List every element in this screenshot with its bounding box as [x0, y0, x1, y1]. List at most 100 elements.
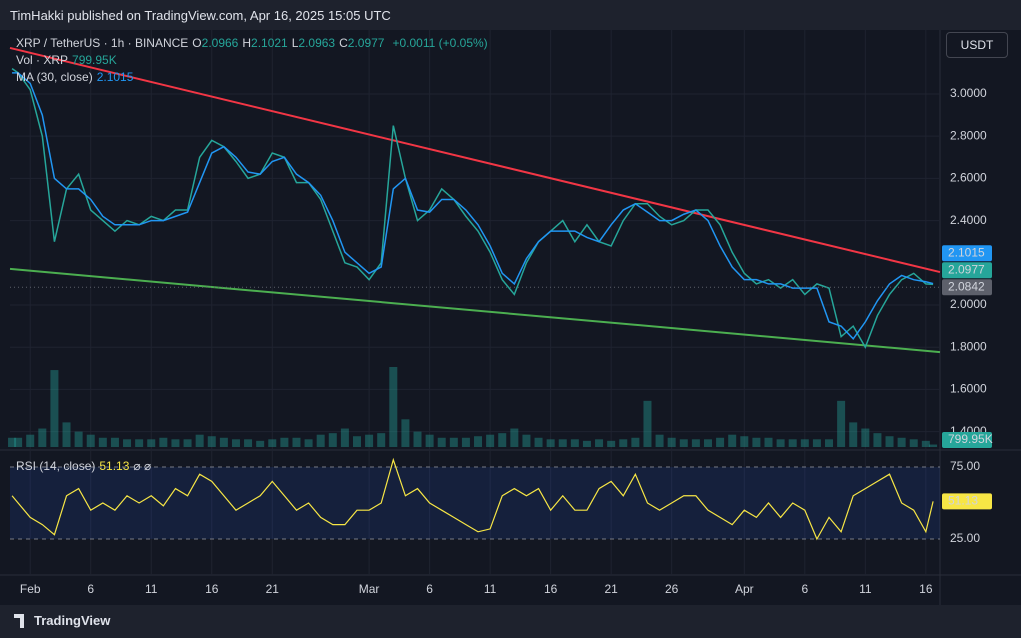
vol-value: 799.95K	[72, 53, 117, 67]
volume-bar	[861, 428, 870, 447]
x-tick-label: 6	[87, 582, 94, 596]
volume-bar	[595, 439, 604, 447]
y-tick-label: 1.8000	[950, 339, 987, 353]
volume-bar	[425, 434, 434, 447]
volume-bar	[716, 437, 725, 447]
volume-bar	[268, 439, 277, 447]
volume-bar	[510, 428, 519, 447]
volume-bar	[800, 439, 809, 447]
x-tick-label: 21	[604, 582, 618, 596]
y-tick-label: 2.4000	[950, 213, 987, 227]
axis-label-box	[942, 245, 992, 262]
x-tick-label: 26	[665, 582, 679, 596]
volume-bar	[703, 439, 712, 447]
volume-bar	[389, 367, 398, 447]
ohlc-item: H2.1021	[242, 36, 287, 50]
axis-label-box	[942, 493, 992, 510]
volume-bar	[643, 400, 652, 447]
ohlc-label: O	[192, 36, 202, 50]
ohlc: O2.0966 H2.1021 L2.0963 C2.0977	[192, 36, 388, 50]
volume-bar	[26, 434, 35, 447]
volume-bar	[679, 439, 688, 447]
volume-bar	[873, 433, 882, 447]
trendline	[9, 267, 941, 354]
volume-bar	[909, 439, 918, 447]
volume-bar	[328, 433, 337, 447]
ohlc-label: C	[339, 36, 348, 50]
x-tick-label: 16	[205, 582, 219, 596]
volume-bar	[691, 439, 700, 447]
ma-value: 2.1015	[96, 70, 134, 84]
volume-bar	[195, 434, 204, 447]
rsi-band	[10, 466, 940, 539]
volume-bar	[570, 439, 579, 447]
x-tick-label: 11	[145, 582, 158, 596]
x-tick-label: Mar	[359, 582, 380, 596]
volume-bar	[740, 436, 749, 447]
volume-bar	[437, 437, 446, 447]
volume-bar	[546, 439, 555, 447]
volume-bar	[812, 439, 821, 447]
volume-bar	[352, 436, 361, 447]
volume-bar	[558, 439, 567, 447]
volume-bar	[171, 439, 180, 447]
volume-bar	[655, 434, 664, 447]
ma-name: MA (30, close)	[16, 70, 93, 84]
volume-bar	[377, 433, 386, 447]
ohlc-value: 2.0966	[201, 36, 239, 50]
x-tick-label: Feb	[20, 582, 41, 596]
volume-bar	[401, 419, 410, 447]
volume-bar	[14, 437, 23, 447]
volume-bar	[256, 440, 265, 447]
volume-bar	[825, 439, 834, 447]
y-tick-label: 3.0000	[950, 86, 987, 100]
volume-bar	[619, 439, 628, 447]
x-tick-label: 16	[544, 582, 558, 596]
volume-bar	[728, 434, 737, 447]
axis-label: 799.95K	[948, 432, 993, 446]
legend-rsi: RSI (14, close) 51.13 ⌀ ⌀	[16, 459, 155, 473]
volume-bar	[123, 439, 132, 447]
volume-bar	[837, 400, 846, 447]
volume-bar	[231, 439, 240, 447]
rsi-value: 51.13	[99, 459, 130, 473]
volume-bar	[110, 437, 119, 447]
volume-bar	[50, 370, 59, 447]
volume-bar	[631, 437, 640, 447]
volume-bar	[365, 434, 374, 447]
volume-bar	[244, 439, 253, 447]
volume-bar	[74, 431, 83, 447]
volume-bar	[788, 439, 797, 447]
currency-button[interactable]: USDT	[946, 32, 1008, 58]
axis-label: 2.0842	[948, 279, 985, 293]
volume-bar	[486, 434, 495, 447]
x-tick-label: Apr	[735, 582, 754, 596]
volume-bar	[764, 437, 773, 447]
x-tick-label: 6	[801, 582, 808, 596]
x-tick-label: 11	[484, 582, 497, 596]
volume-bar	[38, 428, 47, 447]
volume-bar	[86, 434, 95, 447]
ohlc-value: 2.0977	[347, 36, 385, 50]
axis-label-box	[942, 279, 992, 296]
ohlc-item: L2.0963	[292, 36, 335, 50]
volume-bar	[62, 422, 71, 447]
brand: TradingView	[34, 613, 111, 628]
volume-bar	[897, 437, 906, 447]
volume-bar	[752, 437, 761, 447]
legend-ma: MA (30, close) 2.1015	[16, 70, 137, 84]
volume-bar	[885, 436, 894, 447]
ohlc-label: L	[291, 36, 299, 50]
rsi-tick-label: 75.00	[950, 459, 980, 473]
rsi-line	[11, 457, 934, 541]
volume-bar	[413, 431, 422, 447]
symbol: XRP / TetherUS · 1h · BINANCE	[16, 36, 189, 50]
ohlc-value: 2.1021	[251, 36, 288, 50]
rsi-name: RSI (14, close)	[16, 459, 96, 473]
volume-bar	[522, 434, 531, 447]
x-tick-label: 16	[919, 582, 933, 596]
volume-bar	[474, 436, 483, 447]
trendline	[9, 46, 941, 274]
volume-bar	[498, 433, 507, 447]
